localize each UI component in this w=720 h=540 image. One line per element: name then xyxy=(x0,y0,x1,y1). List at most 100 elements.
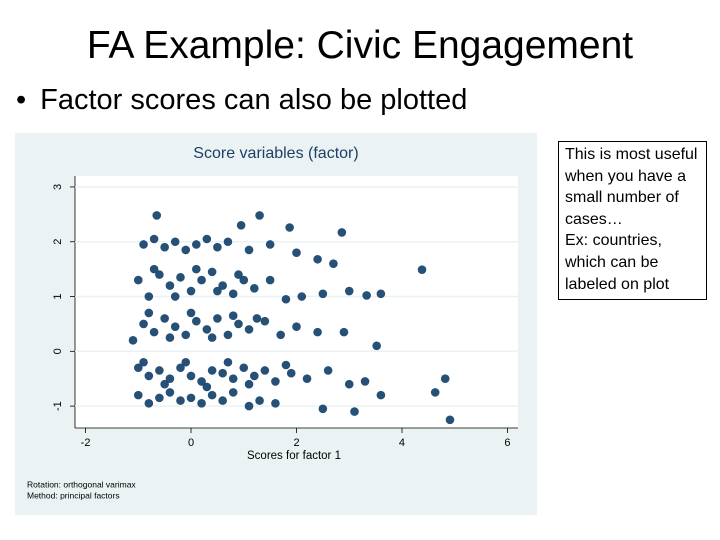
point xyxy=(155,393,164,403)
point xyxy=(417,265,427,274)
point xyxy=(255,211,264,220)
point xyxy=(260,366,270,375)
point xyxy=(155,270,164,279)
point xyxy=(139,357,148,367)
point xyxy=(191,316,201,326)
y-tick-label: 0 xyxy=(52,348,64,354)
point xyxy=(213,314,222,323)
point xyxy=(344,286,354,296)
point xyxy=(244,325,254,334)
point xyxy=(155,366,164,375)
point xyxy=(144,308,154,318)
point xyxy=(197,399,206,408)
point xyxy=(292,248,301,257)
point xyxy=(202,325,212,334)
point xyxy=(313,327,322,337)
point xyxy=(265,240,275,249)
point xyxy=(207,333,217,342)
point xyxy=(176,396,185,405)
point xyxy=(149,264,159,274)
point xyxy=(329,259,338,268)
point xyxy=(186,393,196,403)
point xyxy=(218,368,227,378)
point xyxy=(281,360,291,370)
point xyxy=(207,366,217,375)
point xyxy=(255,396,264,405)
point xyxy=(223,330,233,340)
point xyxy=(152,211,162,220)
point xyxy=(176,273,185,282)
chart-note: Method: principal factors xyxy=(27,490,120,500)
point xyxy=(202,382,212,392)
point xyxy=(360,377,370,386)
point xyxy=(165,374,175,383)
point xyxy=(207,267,217,277)
point xyxy=(250,371,259,381)
point xyxy=(186,371,196,381)
x-tick-label: 2 xyxy=(293,437,299,449)
point xyxy=(170,322,180,331)
point xyxy=(223,357,233,367)
point xyxy=(260,316,270,326)
point xyxy=(160,242,169,252)
point xyxy=(197,377,206,386)
point xyxy=(149,234,159,244)
point xyxy=(228,374,238,383)
point xyxy=(228,388,238,397)
point xyxy=(228,311,238,320)
bullet-dot: • xyxy=(16,84,27,116)
point xyxy=(197,275,206,285)
point xyxy=(244,401,254,411)
point xyxy=(302,374,312,383)
plot-area xyxy=(75,176,518,428)
point xyxy=(276,330,285,340)
point xyxy=(297,292,307,301)
point xyxy=(292,322,301,331)
point xyxy=(144,292,154,301)
point xyxy=(181,330,191,340)
point xyxy=(250,284,259,293)
point xyxy=(160,379,169,389)
point xyxy=(318,404,328,414)
point xyxy=(181,245,191,255)
point xyxy=(445,415,455,425)
point xyxy=(376,289,386,299)
point xyxy=(271,399,280,408)
point xyxy=(165,333,175,342)
point xyxy=(372,341,381,351)
point xyxy=(218,396,227,405)
point xyxy=(191,264,201,274)
note-text: Ex: countries, which can be labeled on p… xyxy=(565,232,670,293)
point xyxy=(149,327,159,337)
y-tick-label: -1 xyxy=(52,401,64,411)
point xyxy=(228,289,238,299)
point xyxy=(133,390,143,400)
point xyxy=(239,275,249,285)
point xyxy=(160,314,169,323)
point xyxy=(362,291,371,300)
point xyxy=(165,281,175,290)
point xyxy=(244,245,254,255)
point xyxy=(186,286,196,296)
point xyxy=(139,240,148,249)
point xyxy=(191,240,201,249)
point xyxy=(213,242,222,252)
point xyxy=(239,363,249,373)
point xyxy=(339,327,349,337)
point xyxy=(170,237,180,247)
point xyxy=(207,390,217,400)
x-tick-label: 0 xyxy=(188,437,194,449)
note-box: This is most useful when you have a smal… xyxy=(558,141,707,301)
point xyxy=(133,363,143,373)
note-text: This is most useful when you have a smal… xyxy=(565,146,698,228)
point xyxy=(337,228,347,237)
point xyxy=(313,254,322,264)
bullet-text: Factor scores can also be plotted xyxy=(40,84,468,116)
x-tick-label: 6 xyxy=(504,437,510,449)
point xyxy=(236,221,246,230)
point xyxy=(223,237,233,247)
x-tick-label: -2 xyxy=(81,437,91,449)
point xyxy=(144,399,154,408)
